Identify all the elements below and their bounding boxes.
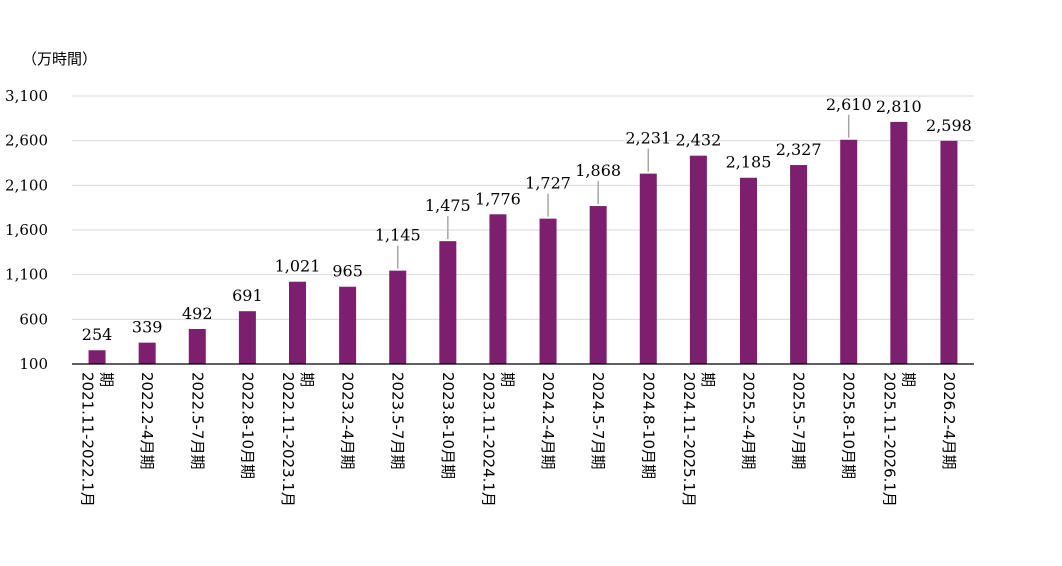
data-label: 2,231: [625, 129, 671, 148]
bar: [539, 218, 557, 364]
category-label: 2024.8-10月期: [639, 372, 657, 479]
category-label: 2025.5-7月期: [790, 372, 808, 469]
data-label: 965: [332, 262, 363, 281]
category-label-line: 2024.8-10月期: [639, 372, 657, 479]
data-label: 1,021: [275, 257, 321, 276]
category-label: 2022.8-10月期: [238, 372, 256, 479]
bar: [740, 177, 757, 364]
category-label: 2026.2-4月期: [940, 372, 958, 469]
data-label: 691: [232, 286, 263, 305]
category-label-line: 2023.11-2024.1月: [479, 372, 497, 507]
category-label: 2023.8-10月期: [439, 372, 457, 479]
bar: [890, 121, 908, 364]
y-tick-label: 1,100: [5, 266, 48, 284]
category-label: 2022.5-7月期: [188, 372, 206, 469]
category-label-line: 2022.5-7月期: [188, 372, 206, 469]
bar: [238, 311, 256, 364]
y-tick-label: 3,100: [5, 87, 48, 105]
gridlines: [72, 95, 974, 320]
bar: [88, 350, 106, 364]
category-label: 2023.11-2024.1月期: [479, 372, 516, 507]
bar: [840, 139, 858, 364]
category-label-line: 期: [899, 372, 917, 387]
y-tick-label: 100: [19, 355, 48, 373]
bar: [790, 165, 808, 364]
data-label: 1,145: [375, 226, 421, 245]
y-axis-unit-label: （万時間）: [22, 50, 97, 68]
category-label-line: 2022.11-2023.1月: [279, 372, 297, 507]
data-label: 2,185: [726, 153, 772, 172]
category-label-line: 2023.2-4月期: [339, 372, 357, 469]
category-label-line: 2025.2-4月期: [740, 372, 758, 469]
bar: [439, 241, 457, 364]
data-label: 492: [182, 304, 213, 323]
data-label: 1,727: [525, 174, 571, 193]
bar: [940, 140, 958, 364]
bar: [689, 155, 707, 364]
bar: [389, 270, 407, 364]
data-label: 339: [132, 318, 163, 337]
y-tick-label: 2,600: [5, 132, 48, 150]
data-label: 1,776: [475, 189, 521, 208]
data-label: 1,868: [575, 161, 621, 180]
category-label: 2025.8-10月期: [840, 372, 858, 479]
category-label: 2022.2-4月期: [138, 372, 156, 469]
category-labels: 2021.11-2022.1月期 2022.2-4月期 2022.5-7月期 2022…: [79, 372, 958, 507]
y-axis-tick-labels: 100 600 1,100 1,600 2,100 2,600 3,100: [5, 87, 48, 373]
category-label: 2021.11-2022.1月期: [79, 372, 116, 507]
category-label: 2024.2-4月期: [539, 372, 557, 469]
data-label: 2,432: [675, 131, 721, 150]
category-label-line: 2022.2-4月期: [138, 372, 156, 469]
category-label-line: 2021.11-2022.1月: [79, 372, 97, 507]
data-label: 2,610: [826, 95, 872, 114]
y-tick-label: 1,600: [5, 221, 48, 239]
category-label: 2023.5-7月期: [389, 372, 407, 469]
category-label-line: 期: [699, 372, 717, 387]
category-label: 2022.11-2023.1月期: [279, 372, 316, 507]
bar: [639, 173, 657, 364]
bar: [589, 206, 607, 364]
bar: [489, 214, 507, 364]
data-label: 2,810: [876, 97, 922, 116]
bar: [339, 286, 357, 364]
category-label-line: 期: [98, 372, 116, 387]
category-label-line: 2023.8-10月期: [439, 372, 457, 479]
category-label-line: 2022.8-10月期: [238, 372, 256, 479]
data-label: 254: [82, 325, 113, 344]
category-label: 2025.11-2026.1月期: [880, 372, 917, 507]
data-label: 2,598: [926, 116, 972, 135]
category-label: 2023.2-4月期: [339, 372, 357, 469]
bar: [188, 328, 206, 364]
category-label-line: 2025.8-10月期: [840, 372, 858, 479]
bar: [289, 281, 306, 364]
category-label-line: 2025.5-7月期: [790, 372, 808, 469]
category-label-line: 2026.2-4月期: [940, 372, 958, 469]
category-label-line: 期: [498, 372, 516, 387]
category-label-line: 2025.11-2026.1月: [880, 372, 898, 507]
bar: [138, 342, 156, 364]
y-tick-label: 2,100: [5, 176, 48, 194]
category-label-line: 2024.11-2025.1月: [680, 372, 698, 507]
data-label: 1,475: [425, 196, 471, 215]
category-label: 2025.2-4月期: [740, 372, 758, 469]
label-leader-lines: [396, 114, 850, 269]
y-tick-label: 600: [19, 310, 48, 328]
category-label-line: 2023.5-7月期: [389, 372, 407, 469]
category-label: 2024.5-7月期: [589, 372, 607, 469]
category-label-line: 2024.5-7月期: [589, 372, 607, 469]
data-label: 2,327: [776, 140, 822, 159]
bars: [88, 121, 958, 364]
category-label-line: 期: [298, 372, 316, 387]
category-label-line: 2024.2-4月期: [539, 372, 557, 469]
category-label: 2024.11-2025.1月期: [680, 372, 717, 507]
